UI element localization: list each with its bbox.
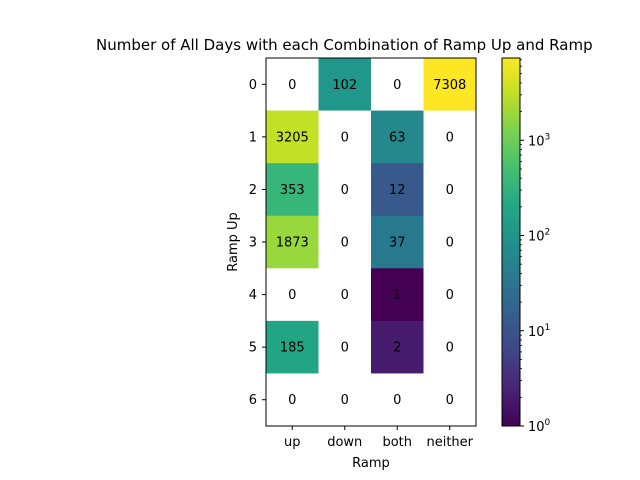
cell-value-label: 0	[341, 393, 349, 408]
heatmap-cell	[318, 163, 372, 217]
x-axis-label: Ramp	[352, 456, 390, 471]
x-tick-label: neither	[426, 435, 473, 450]
cell-value-label: 0	[288, 288, 296, 303]
heatmap-cell	[266, 215, 319, 269]
cell-value-label: 0	[446, 288, 454, 303]
heatmap-cells	[266, 58, 477, 427]
heatmap-cell	[266, 110, 319, 164]
colorbar-tick-label: 101	[528, 323, 550, 340]
cell-value-label: 0	[393, 393, 401, 408]
y-tick-label: 5	[249, 341, 257, 356]
heatmap-cell	[266, 58, 319, 111]
heatmap-cell	[423, 320, 477, 374]
cell-value-label: 0	[446, 341, 454, 356]
heatmap-cell	[318, 110, 372, 164]
heatmap-cell	[423, 58, 477, 111]
chart-title: Number of All Days with each Combination…	[96, 36, 593, 54]
x-axis-ticks: up down both neither	[284, 426, 474, 450]
heatmap-cell	[318, 58, 372, 111]
heatmap-cell	[423, 163, 477, 217]
heatmap-cell	[423, 268, 477, 322]
cell-value-label: 7308	[433, 78, 466, 93]
cell-value-label: 0	[446, 393, 454, 408]
y-tick-label: 3	[249, 236, 257, 251]
cell-value-label: 0	[446, 130, 454, 145]
cell-value-label: 185	[280, 341, 305, 356]
cell-value-label: 0	[446, 183, 454, 198]
x-tick-label: down	[327, 435, 362, 450]
heatmap-cell	[318, 373, 372, 427]
heatmap-cell	[318, 215, 372, 269]
cell-value-label: 0	[341, 236, 349, 251]
cell-value-label: 63	[389, 130, 406, 145]
heatmap-cell	[266, 373, 319, 427]
heatmap-cell	[266, 320, 319, 374]
y-tick-label: 6	[249, 393, 257, 408]
y-tick-label: 0	[249, 78, 257, 93]
heatmap-cell-labels: 0 102 0 7308 3205 0 63 0 353 0 12 0 1873 0 37 0 0 0 1 0 185 0…	[276, 78, 467, 408]
heatmap-cell	[371, 215, 424, 269]
cell-value-label: 0	[341, 130, 349, 145]
cell-value-label: 0	[393, 78, 401, 93]
y-axis-ticks: 0 1 2 3 4 5 6	[249, 78, 266, 408]
heatmap-cell	[423, 373, 477, 427]
heatmap-cell	[371, 320, 424, 374]
cell-value-label: 0	[288, 78, 296, 93]
y-axis-label: Ramp Up	[226, 212, 241, 272]
colorbar-tick-label: 100	[528, 418, 551, 435]
colorbar-ticks: 100 101 102 103	[520, 59, 551, 435]
x-tick-label: both	[382, 435, 412, 450]
heatmap-cell	[423, 215, 477, 269]
cell-value-label: 37	[389, 236, 406, 251]
heatmap-cell	[371, 58, 424, 111]
heatmap-cell	[318, 320, 372, 374]
heatmap-cell	[371, 373, 424, 427]
cell-value-label: 12	[389, 183, 406, 198]
cell-value-label: 1	[393, 288, 401, 303]
heatmap-cell	[423, 110, 477, 164]
cell-value-label: 0	[341, 341, 349, 356]
colorbar-tick-label: 103	[528, 132, 550, 149]
colorbar-tick-label: 102	[528, 228, 550, 245]
colorbar	[501, 57, 521, 427]
x-tick-label: up	[284, 435, 301, 450]
heatmap-cell	[266, 268, 319, 322]
y-tick-label: 4	[249, 288, 257, 303]
heatmap-cell	[371, 163, 424, 217]
cell-value-label: 1873	[276, 236, 309, 251]
cell-value-label: 0	[288, 393, 296, 408]
heatmap-cell	[371, 268, 424, 322]
heatmap-cell	[266, 163, 319, 217]
cell-value-label: 0	[341, 288, 349, 303]
cell-value-label: 0	[446, 236, 454, 251]
cell-value-label: 2	[393, 341, 401, 356]
heatmap-cell	[371, 110, 424, 164]
cell-value-label: 102	[332, 78, 357, 93]
cell-value-label: 0	[341, 183, 349, 198]
y-tick-label: 2	[249, 183, 257, 198]
cell-value-label: 353	[280, 183, 305, 198]
heatmap-cell	[318, 268, 372, 322]
cell-value-label: 3205	[276, 130, 309, 145]
y-tick-label: 1	[249, 130, 257, 145]
